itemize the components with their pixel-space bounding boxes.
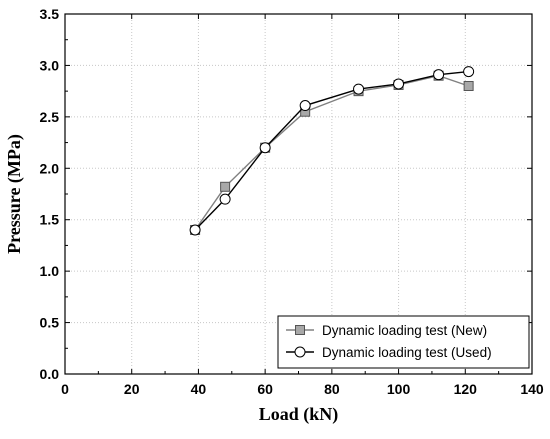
x-tick-label: 120 bbox=[454, 381, 478, 397]
data-point bbox=[189, 224, 201, 236]
series-line bbox=[194, 74, 469, 231]
data-point bbox=[463, 81, 474, 91]
y-tick-label: 0.0 bbox=[40, 366, 60, 382]
x-tick-label: 20 bbox=[124, 381, 140, 397]
legend-label: Dynamic loading test (New) bbox=[322, 323, 487, 338]
data-point bbox=[259, 142, 271, 154]
data-point bbox=[220, 181, 231, 192]
legend-marker bbox=[294, 346, 306, 358]
series-group bbox=[189, 66, 475, 236]
x-tick-label: 40 bbox=[191, 381, 207, 397]
legend-item: Dynamic loading test (Used) bbox=[286, 345, 492, 360]
data-point bbox=[463, 66, 475, 78]
x-tick-label: 80 bbox=[324, 381, 340, 397]
legend-box bbox=[277, 315, 530, 369]
y-tick-label: 1.5 bbox=[40, 212, 60, 228]
series-used bbox=[189, 66, 475, 236]
axes: 0 20 40 60 80 100 120 140 0.0 0.5 1.0 1.5 2.0 2.5 3.0 3… bbox=[40, 6, 544, 397]
legend-marker bbox=[295, 325, 305, 335]
series-line bbox=[194, 70, 469, 231]
legend: Dynamic loading test (New) Dynamic loadin… bbox=[277, 315, 530, 369]
data-point bbox=[433, 69, 445, 81]
x-tick-label: 100 bbox=[387, 381, 411, 397]
y-tick-label: 3.5 bbox=[40, 6, 60, 22]
x-tick-label: 60 bbox=[257, 381, 273, 397]
data-point bbox=[353, 83, 365, 95]
y-tick-label: 2.0 bbox=[40, 160, 60, 176]
data-point bbox=[393, 78, 405, 90]
legend-item: Dynamic loading test (New) bbox=[286, 323, 487, 338]
y-tick-label: 3.0 bbox=[40, 57, 60, 73]
x-tick-label: 140 bbox=[520, 381, 544, 397]
y-tick-label: 2.5 bbox=[40, 109, 60, 125]
legend-label: Dynamic loading test (Used) bbox=[322, 345, 492, 360]
y-tick-label: 0.5 bbox=[40, 315, 60, 331]
x-axis-title: Load (kN) bbox=[259, 404, 339, 425]
data-point bbox=[299, 100, 311, 112]
x-tick-label: 0 bbox=[61, 381, 69, 397]
data-point bbox=[219, 193, 231, 205]
y-tick-label: 1.0 bbox=[40, 263, 60, 279]
y-axis-title: Pressure (MPa) bbox=[4, 134, 25, 254]
